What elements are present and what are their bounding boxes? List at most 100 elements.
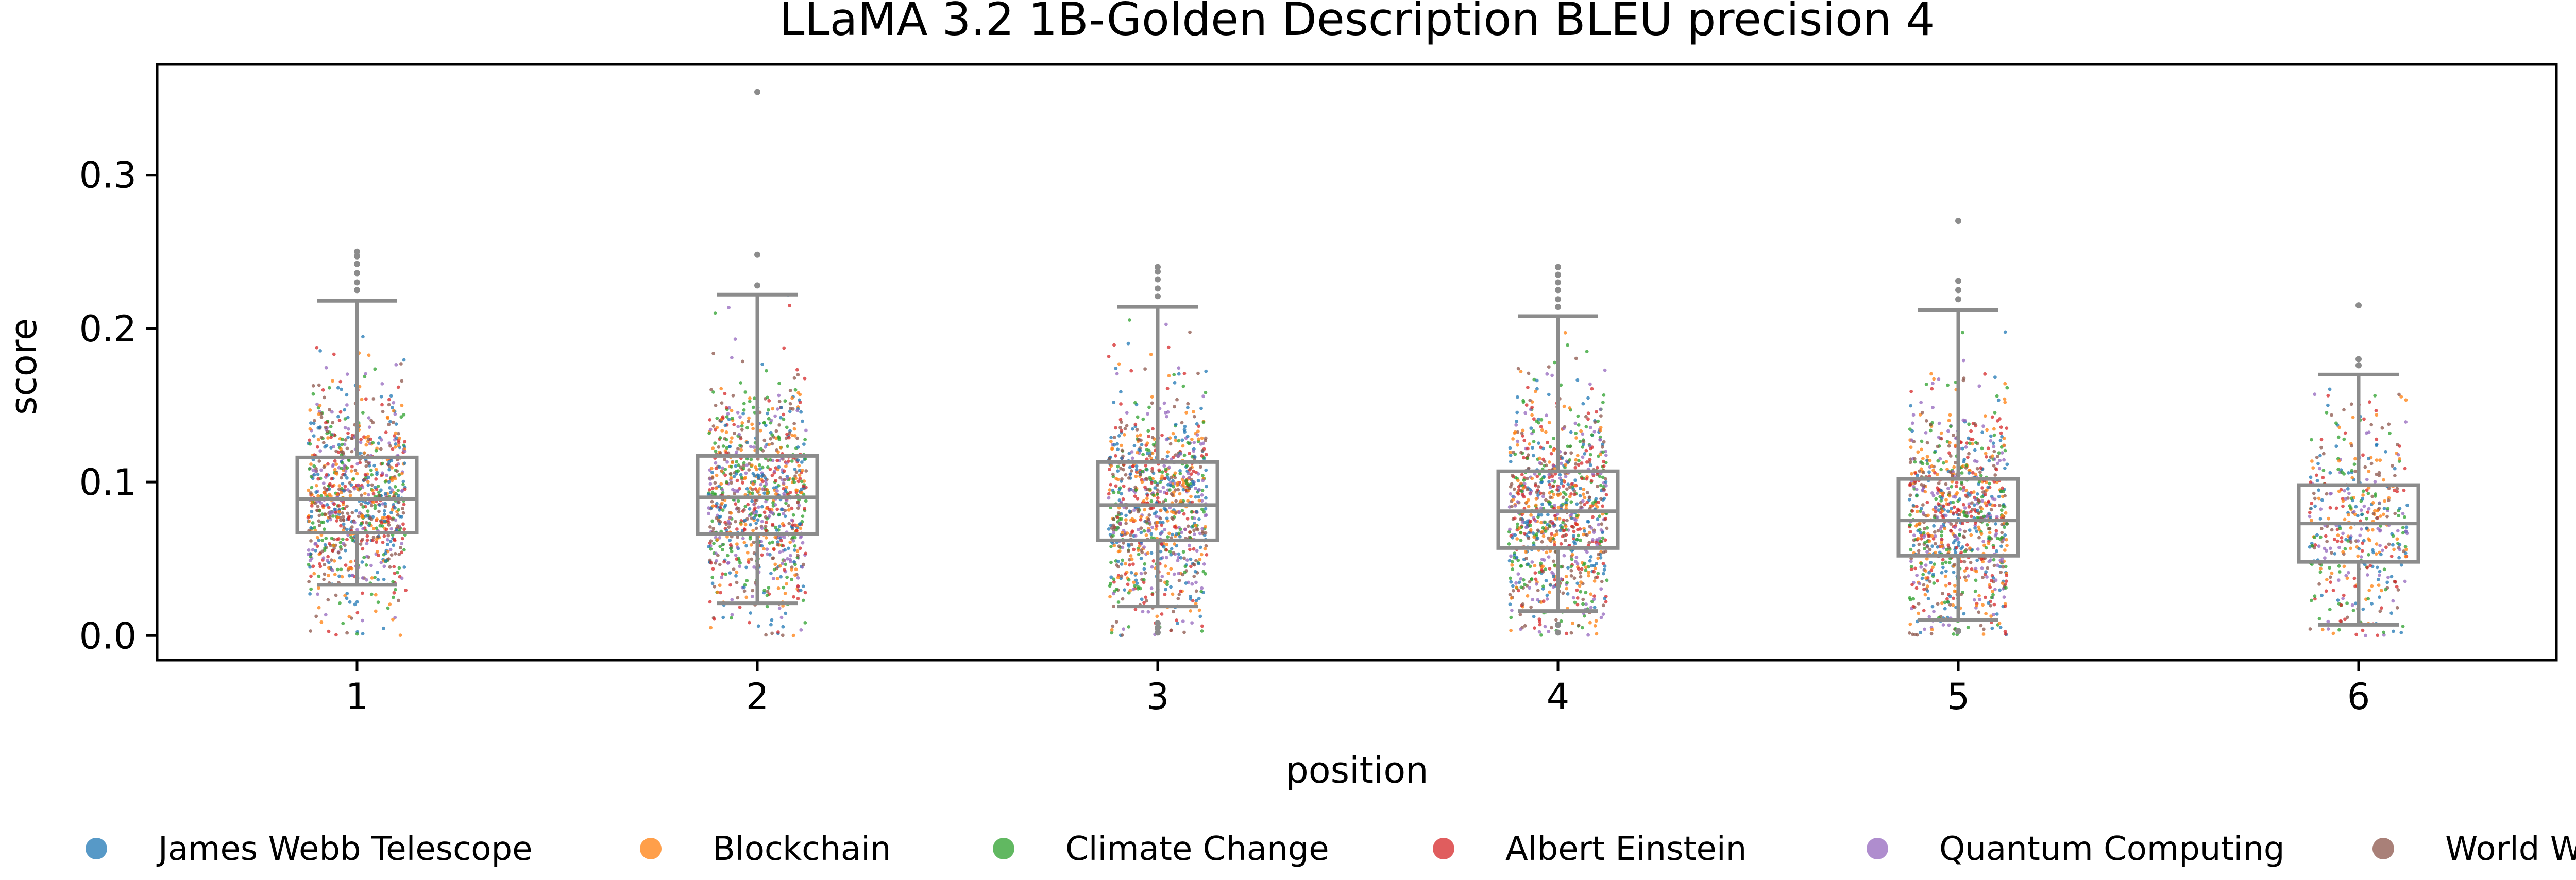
strip-point — [1509, 629, 1513, 632]
strip-point — [1120, 477, 1124, 481]
strip-point — [738, 564, 742, 568]
strip-point — [1581, 402, 1585, 406]
strip-point — [1520, 432, 1524, 435]
strip-point — [1931, 406, 1935, 409]
strip-point — [715, 473, 719, 477]
strip-point — [1519, 530, 1523, 534]
strip-point — [1172, 373, 1176, 376]
strip-point — [1129, 554, 1133, 558]
strip-point — [2405, 503, 2409, 507]
strip-point — [386, 519, 390, 523]
strip-point — [358, 451, 362, 455]
strip-point — [1570, 557, 1574, 561]
strip-point — [333, 507, 336, 511]
strip-point — [375, 537, 379, 541]
strip-point — [2391, 464, 2394, 468]
strip-point — [1922, 484, 1926, 488]
strip-point — [1200, 629, 1204, 633]
strip-point — [1184, 581, 1188, 585]
strip-point — [764, 529, 768, 532]
strip-point — [1914, 524, 1918, 528]
strip-point — [778, 416, 783, 420]
strip-point — [2371, 548, 2375, 552]
strip-point — [2361, 628, 2365, 632]
strip-point — [369, 468, 373, 472]
strip-point — [1954, 461, 1957, 464]
strip-point — [1951, 470, 1955, 474]
strip-point — [329, 558, 333, 562]
strip-point — [340, 387, 343, 391]
strip-point — [797, 504, 801, 507]
strip-point — [1924, 383, 1928, 386]
strip-point — [1991, 496, 1995, 501]
strip-point — [334, 471, 338, 475]
strip-point — [1959, 546, 1963, 550]
strip-point — [1196, 429, 1200, 434]
strip-point — [1955, 510, 1959, 514]
strip-point — [1528, 492, 1532, 496]
strip-point — [1163, 593, 1167, 596]
strip-point — [309, 587, 313, 591]
strip-point — [350, 566, 354, 571]
strip-point — [1139, 572, 1143, 576]
strip-point — [2364, 526, 2368, 530]
strip-point — [1985, 455, 1988, 459]
strip-point — [1541, 534, 1546, 538]
strip-point — [384, 527, 388, 531]
strip-point — [1589, 555, 1593, 559]
strip-point — [2321, 452, 2326, 456]
strip-point — [2330, 571, 2334, 575]
strip-point — [786, 444, 789, 448]
strip-point — [1604, 453, 1608, 457]
strip-point — [1962, 612, 1966, 616]
strip-point — [322, 577, 326, 581]
strip-point — [1509, 554, 1513, 558]
strip-point — [1112, 580, 1116, 584]
strip-point — [1142, 601, 1146, 605]
strip-point — [1947, 561, 1952, 565]
strip-point — [1981, 540, 1986, 544]
strip-point — [387, 464, 392, 469]
strip-point — [393, 445, 397, 449]
strip-point — [1143, 562, 1147, 566]
strip-point — [2331, 631, 2335, 635]
strip-point — [1171, 517, 1175, 521]
strip-point — [1569, 568, 1573, 573]
strip-point — [1926, 513, 1930, 517]
strip-point — [1539, 425, 1543, 429]
strip-point — [1918, 581, 1922, 585]
strip-point — [2323, 546, 2327, 550]
strip-point — [711, 504, 715, 508]
strip-point — [1169, 585, 1173, 589]
strip-point — [1181, 550, 1185, 554]
strip-point — [718, 563, 722, 566]
strip-point — [752, 396, 756, 400]
strip-point — [1604, 493, 1608, 497]
outlier-point — [354, 270, 360, 277]
strip-point — [790, 577, 793, 581]
strip-point — [2399, 395, 2403, 399]
strip-point — [1925, 584, 1929, 588]
strip-point — [1947, 623, 1951, 627]
strip-point — [1126, 341, 1130, 346]
strip-point — [2392, 629, 2395, 633]
strip-point — [402, 413, 406, 417]
strip-point — [1925, 501, 1929, 504]
strip-point — [395, 463, 399, 468]
strip-point — [797, 463, 801, 468]
strip-point — [337, 443, 341, 447]
strip-point — [1557, 516, 1562, 521]
strip-point — [1130, 469, 1133, 473]
strip-point — [1513, 504, 1517, 508]
strip-point — [1987, 601, 1991, 605]
strip-point — [714, 486, 718, 490]
strip-point — [1948, 441, 1952, 445]
strip-point — [711, 567, 715, 571]
strip-point — [1908, 427, 1912, 431]
strip-point — [341, 451, 345, 455]
strip-point — [2361, 541, 2365, 545]
strip-point — [1533, 571, 1537, 575]
strip-point — [1967, 471, 1971, 475]
strip-point — [1601, 512, 1605, 516]
strip-point — [386, 542, 389, 546]
